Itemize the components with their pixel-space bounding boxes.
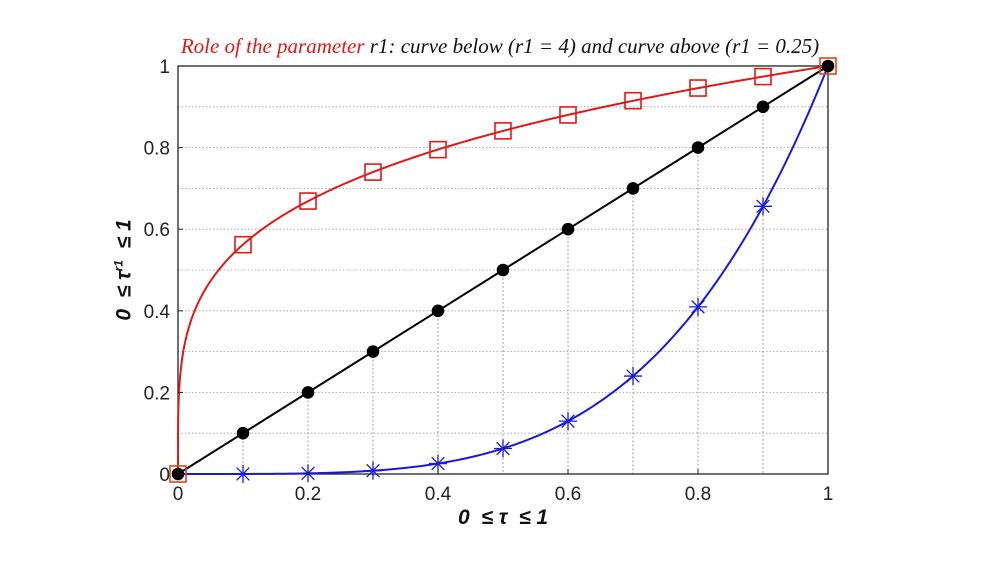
marker-square: [429, 140, 447, 159]
y-tick-label: 0.2: [144, 383, 170, 404]
series-layer: [169, 57, 837, 483]
marker-square: [234, 235, 252, 254]
marker-square: [754, 67, 772, 86]
y-axis-label: 0 ≤ τr1 ≤ 1: [112, 219, 137, 320]
marker-circle: [626, 182, 640, 195]
plot-area-frame: [177, 65, 829, 475]
y-tick-label: 0.6: [144, 220, 170, 241]
marker-square: [624, 91, 642, 110]
marker-circle: [821, 59, 835, 73]
tick-layer: 0 0.2 0.4 0.6 0.8 1 0 0.2 0.4 0.6 0.8 1: [144, 57, 834, 505]
marker-square: [559, 106, 577, 124]
drop-lines: [242, 106, 764, 474]
y-tick-label: 0: [159, 465, 170, 486]
x-tick-label: 0.4: [425, 484, 452, 505]
x-tick-label: 0.2: [295, 484, 321, 505]
chart-title-rest: r1: curve below (r1 = 4) and curve above…: [369, 34, 820, 58]
y-axis-label-tail: ≤ 1: [112, 219, 136, 261]
marker-asterisk: [429, 454, 447, 473]
marker-circle: [431, 304, 445, 318]
marker-circle: [496, 263, 510, 277]
marker-square: [819, 57, 837, 75]
y-tick-label: 1: [159, 57, 170, 78]
x-tick-label: 0: [173, 484, 184, 505]
y-tick-label: 0.8: [144, 139, 170, 160]
x-tick-label: 0.8: [685, 484, 711, 505]
x-tick-label: 1: [823, 484, 834, 505]
marker-circle: [691, 141, 705, 154]
x-tick-label: 0.6: [555, 484, 581, 505]
series-line-red: [177, 65, 829, 474]
marker-circle: [366, 345, 380, 358]
marker-square: [364, 163, 382, 181]
marker-square: [169, 465, 187, 483]
marker-asterisk: [624, 367, 642, 386]
marker-square: [299, 192, 317, 210]
x-axis-label: 0 ≤ τ ≤ 1: [458, 506, 548, 529]
marker-asterisk: [364, 461, 382, 480]
marker-square: [689, 79, 707, 97]
y-tick-label: 0.4: [144, 302, 171, 323]
marker-asterisk: [559, 412, 577, 431]
marker-square: [494, 122, 512, 140]
marker-circle: [756, 100, 770, 114]
marker-asterisk: [689, 297, 707, 316]
marker-asterisk: [494, 439, 512, 458]
chart-title: Role of the parameter r1: curve below (r…: [0, 34, 1000, 59]
marker-circle: [236, 426, 250, 440]
marker-asterisk: [234, 464, 252, 483]
y-axis-label-exponent: r1: [111, 260, 126, 272]
y-axis-label-main: 0 ≤ τ: [112, 271, 136, 321]
marker-circle: [301, 386, 315, 399]
chart-title-red: Role of the parameter: [180, 34, 365, 58]
marker-asterisk: [754, 197, 772, 216]
marker-circle: [561, 222, 575, 236]
